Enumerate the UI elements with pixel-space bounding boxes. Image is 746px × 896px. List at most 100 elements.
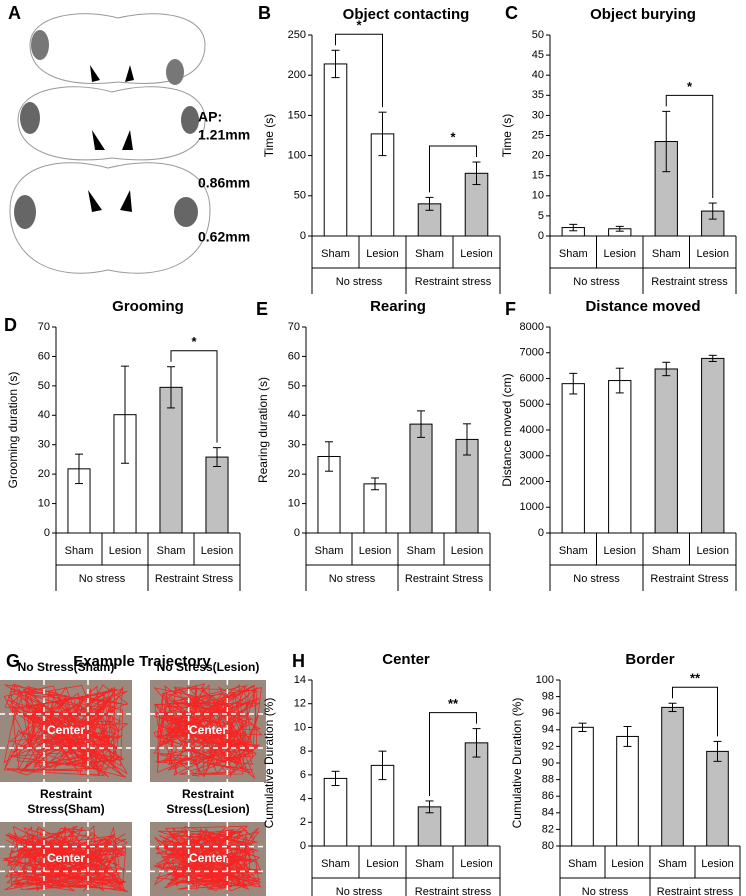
chart-title: Rearing [370, 298, 426, 315]
group-label: Restraint stress [415, 276, 492, 288]
x-tick-label: Sham [559, 248, 588, 260]
y-tick-label: 0 [300, 230, 306, 242]
y-tick-label: 15 [532, 170, 544, 182]
lesion [166, 59, 184, 85]
y-tick-label: 0 [538, 230, 544, 242]
bar [706, 750, 729, 847]
significance-label: * [687, 79, 693, 94]
y-tick-label: 0 [300, 840, 306, 852]
y-tick-label: 14 [294, 674, 306, 686]
y-tick-label: 35 [532, 89, 544, 101]
x-tick-label: Lesion [697, 248, 729, 260]
significance-label: * [450, 129, 456, 144]
significance-bracket [672, 686, 718, 737]
y-axis-label: Rearing duration (s) [256, 377, 270, 483]
lesion [20, 102, 40, 134]
x-tick-label: Sham [559, 545, 588, 557]
y-tick-label: 70 [288, 321, 300, 333]
x-tick-label: Lesion [604, 248, 636, 260]
bar [616, 735, 639, 847]
y-tick-label: 6 [300, 769, 306, 781]
y-tick-label: 60 [38, 350, 50, 362]
group-label: No stress [336, 276, 383, 288]
y-tick-label: 86 [542, 790, 554, 802]
bar [608, 380, 632, 534]
y-tick-label: 0 [538, 527, 544, 539]
x-tick-label: Sham [568, 858, 597, 870]
y-tick-label: 45 [532, 49, 544, 61]
map-title: Stress(Lesion) [166, 802, 249, 816]
y-tick-label: 50 [288, 380, 300, 392]
chart-title: Grooming [112, 298, 184, 315]
x-tick-label: Lesion [611, 858, 643, 870]
panel-letter: C [505, 3, 518, 23]
group-label: No stress [573, 573, 620, 585]
map-title: No Stress(Sham) [18, 660, 115, 674]
y-tick-label: 7000 [520, 347, 544, 359]
group-label: No stress [336, 886, 383, 896]
y-tick-label: 10 [294, 721, 306, 733]
x-tick-label: Lesion [109, 545, 141, 557]
y-tick-label: 3000 [520, 450, 544, 462]
x-tick-label: Sham [652, 248, 681, 260]
y-axis-label: Distance moved (cm) [500, 373, 514, 486]
y-tick-label: 12 [294, 698, 306, 710]
y-tick-label: 92 [542, 740, 554, 752]
x-tick-label: Sham [658, 858, 687, 870]
brain-slice [29, 13, 206, 84]
significance-label: * [191, 334, 197, 349]
y-tick-label: 30 [532, 109, 544, 121]
x-tick-label: Sham [157, 545, 186, 557]
x-tick-label: Sham [315, 545, 344, 557]
brain-slice [17, 86, 206, 161]
y-tick-label: 200 [288, 69, 306, 81]
y-tick-label: 20 [38, 468, 50, 480]
panel-letter: H [292, 651, 305, 671]
panel-letter: B [258, 3, 271, 23]
y-tick-label: 94 [542, 724, 554, 736]
y-tick-label: 80 [542, 840, 554, 852]
x-tick-label: Lesion [366, 248, 398, 260]
y-tick-label: 10 [532, 190, 544, 202]
x-tick-label: Sham [65, 545, 94, 557]
y-tick-label: 250 [288, 29, 306, 41]
panel-letter: G [6, 651, 20, 671]
x-tick-label: Lesion [366, 858, 398, 870]
y-tick-label: 2000 [520, 475, 544, 487]
y-tick-label: 10 [38, 497, 50, 509]
map-title: Stress(Sham) [27, 802, 104, 816]
panel-letter: F [505, 299, 516, 319]
bar [654, 368, 678, 534]
y-tick-label: 60 [288, 350, 300, 362]
bar [409, 423, 433, 534]
y-tick-label: 82 [542, 823, 554, 835]
trajectory [3, 683, 129, 778]
y-tick-label: 25 [532, 129, 544, 141]
y-tick-label: 4 [300, 792, 306, 804]
annotation: 0.86mm [198, 175, 250, 191]
group-label: No stress [573, 276, 620, 288]
chart-title: Center [382, 651, 430, 668]
bar [701, 357, 725, 534]
significance-bracket [665, 94, 714, 199]
bar [571, 726, 594, 847]
significance-bracket [335, 33, 383, 108]
panel-letter: A [8, 3, 21, 23]
y-tick-label: 4000 [520, 424, 544, 436]
group-label: Restraint Stress [650, 573, 729, 585]
panel-a-drawing [9, 13, 211, 274]
ventricle [88, 65, 134, 212]
x-tick-label: Lesion [604, 545, 636, 557]
group-label: No stress [329, 573, 376, 585]
chart-title: Border [625, 651, 674, 668]
y-tick-label: 40 [532, 69, 544, 81]
lesion [31, 30, 49, 60]
y-tick-label: 90 [542, 757, 554, 769]
group-label: Restraint stress [651, 276, 728, 288]
center-label: Center [189, 851, 227, 865]
x-tick-label: Lesion [697, 545, 729, 557]
bar [205, 456, 229, 534]
x-tick-label: Sham [652, 545, 681, 557]
x-tick-label: Sham [407, 545, 436, 557]
